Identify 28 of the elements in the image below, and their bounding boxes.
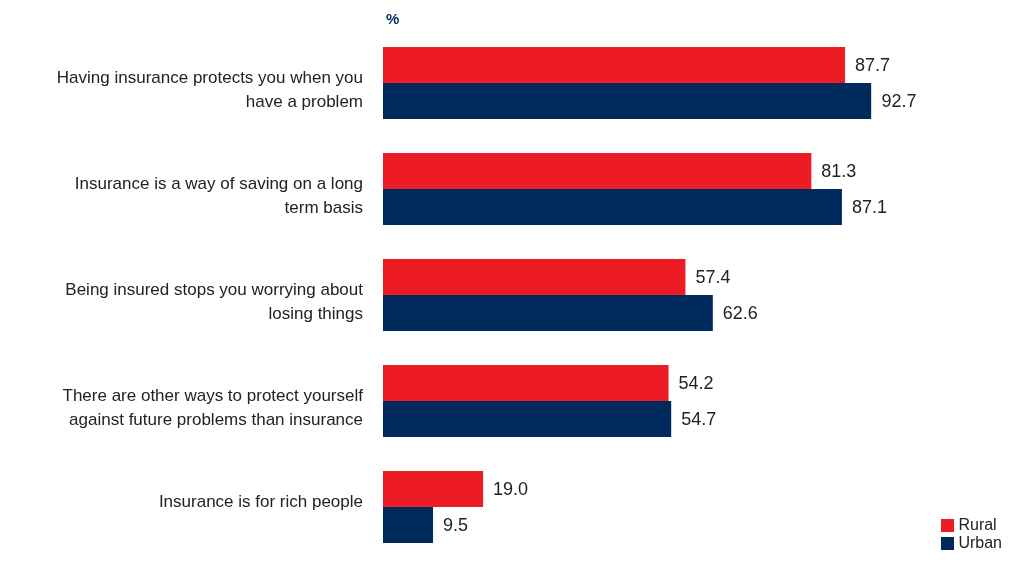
bar <box>383 46 846 83</box>
bar <box>383 294 713 331</box>
bar <box>383 82 872 119</box>
data-label: 87.7 <box>855 54 891 75</box>
data-label: 19.0 <box>493 478 529 499</box>
data-label: 54.2 <box>678 372 714 393</box>
bar <box>383 470 484 507</box>
data-label: 81.3 <box>821 160 857 181</box>
y-tick-label: Insurance is for rich people <box>158 492 363 511</box>
data-label: 54.7 <box>681 408 717 429</box>
y-tick-label: Being insured stops you worrying about losing things <box>65 280 364 323</box>
data-label: 87.1 <box>851 196 887 217</box>
bar <box>383 152 812 189</box>
data-label: 9.5 <box>443 514 469 535</box>
legend-label: Urban <box>958 534 1002 551</box>
y-tick-label: Having insurance protects you when you have a problem <box>56 68 363 111</box>
bar <box>383 506 434 543</box>
data-label: 62.6 <box>722 302 758 323</box>
data-label: 57.4 <box>695 266 731 287</box>
y-tick-label: Insurance is a way of saving on a long term basis <box>74 174 363 217</box>
bar <box>383 188 842 225</box>
bar <box>383 364 669 401</box>
y-tick-label: There are other ways to protect yourself against future problems than insurance <box>62 386 364 429</box>
data-label: 92.7 <box>881 90 917 111</box>
bar <box>383 400 672 437</box>
x-axis-title: % <box>386 10 400 27</box>
legend-label: Rural <box>958 516 997 533</box>
bar <box>383 258 686 295</box>
